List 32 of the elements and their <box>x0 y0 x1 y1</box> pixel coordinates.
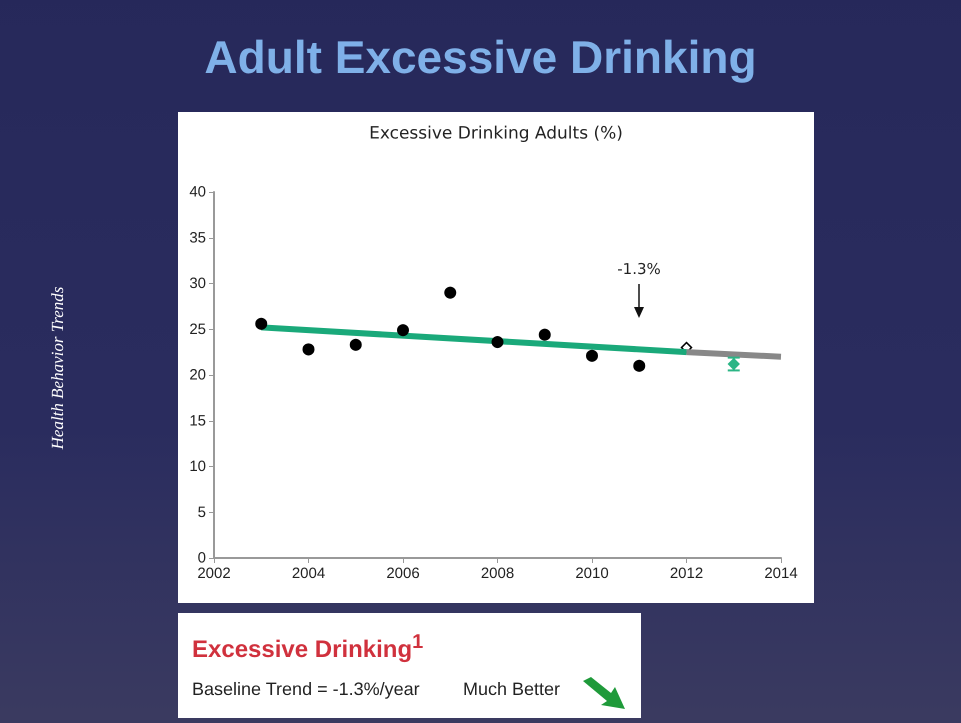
point <box>444 286 456 299</box>
point <box>538 328 551 341</box>
annotation: -1.3% <box>617 260 661 278</box>
y-tick-label: 0 <box>198 550 206 566</box>
x-tick-label: 2004 <box>292 565 326 582</box>
x-tick-label: 2010 <box>575 565 609 582</box>
text: Baseline Trend = -1.3%/year <box>192 679 420 700</box>
x-tick-label: 2012 <box>670 565 704 582</box>
text: Excessive Drinking$^{1}$ <box>192 631 424 664</box>
x-tick-label: 2014 <box>764 565 798 582</box>
x-tick-label: 2006 <box>386 565 420 582</box>
text: Health Behavior Trends <box>48 286 68 450</box>
point <box>350 338 362 351</box>
y-tick-label: 5 <box>198 504 206 521</box>
point <box>255 318 268 330</box>
point <box>492 336 504 348</box>
point <box>302 343 314 356</box>
y-tick-label: 10 <box>189 458 206 475</box>
y-tick-label: 30 <box>189 275 206 292</box>
point <box>633 360 646 372</box>
point <box>397 324 409 336</box>
x-tick-label: 2002 <box>197 565 231 582</box>
y-tick-label: 40 <box>189 184 206 200</box>
y-tick-label: 25 <box>189 320 206 338</box>
point <box>586 350 598 362</box>
x-tick-label: 2008 <box>480 565 514 582</box>
y-tick-label: 35 <box>189 229 206 246</box>
y-tick-label: 15 <box>189 412 206 430</box>
text: Much Better <box>463 679 560 700</box>
chart-title: Adult Excessive Drinking <box>203 30 758 84</box>
y-tick-label: 20 <box>189 366 206 384</box>
chart-subtitle: Excessive Drinking Adults (%) <box>369 124 623 144</box>
